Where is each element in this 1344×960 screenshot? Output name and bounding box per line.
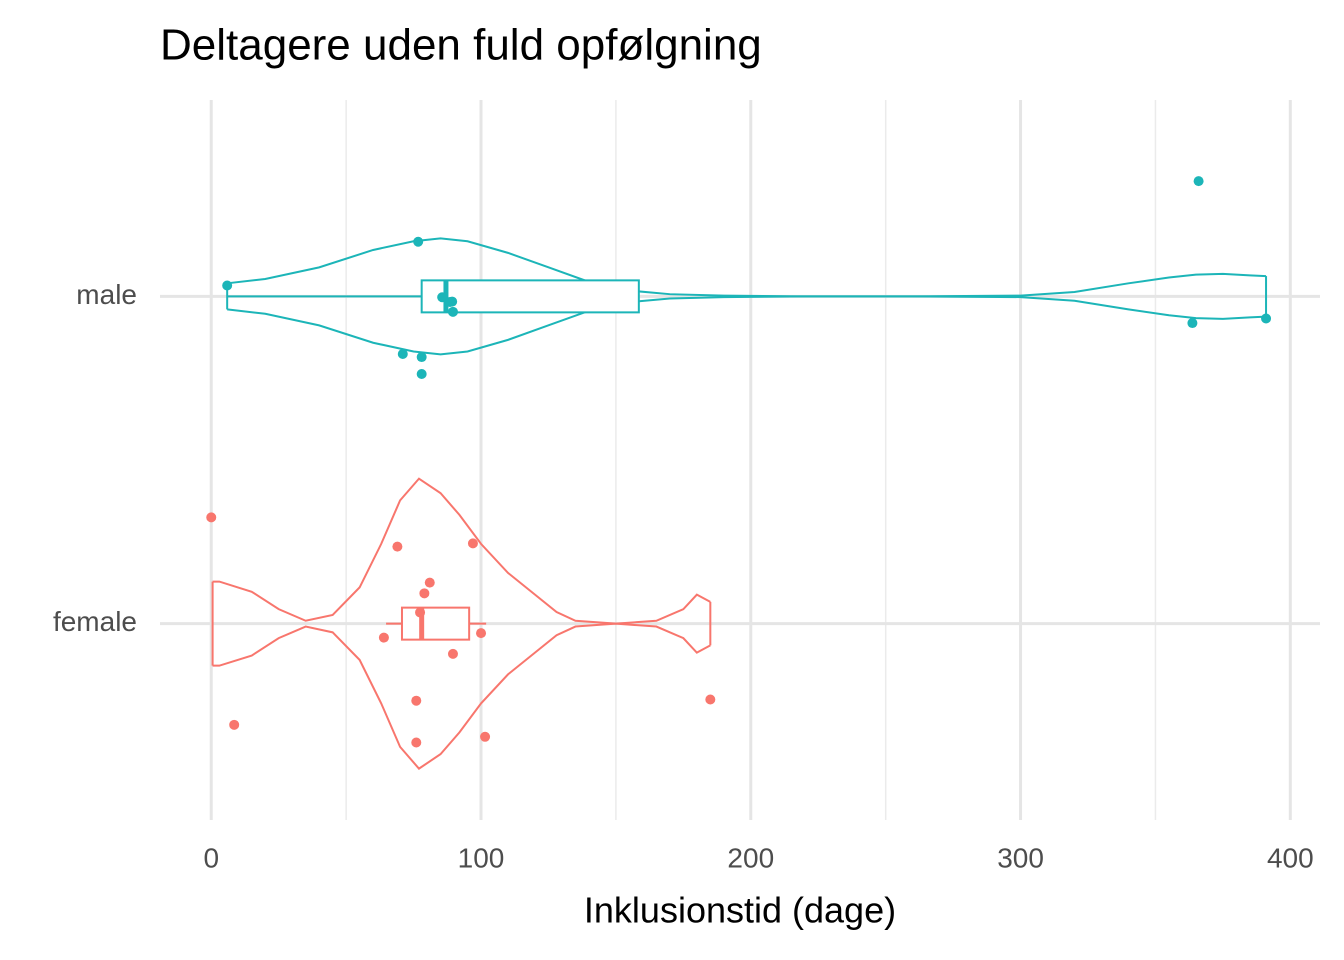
point: [419, 588, 430, 599]
point: [413, 236, 424, 247]
y-tick-label: female: [53, 606, 137, 637]
point: [447, 648, 458, 659]
violin-outline: [227, 295, 1267, 356]
box: [400, 606, 471, 641]
violin-outline: [212, 477, 711, 625]
point: [1193, 176, 1204, 187]
point: [476, 628, 487, 639]
point: [705, 694, 716, 705]
point: [206, 512, 217, 523]
x-tick-label: 200: [727, 842, 774, 873]
violin-outline: [227, 237, 1267, 298]
x-axis-label: Inklusionstid (dage): [584, 890, 896, 931]
point: [480, 731, 491, 742]
point: [424, 577, 435, 588]
point: [467, 538, 478, 549]
point: [416, 352, 427, 363]
point: [447, 306, 458, 317]
point: [1187, 318, 1198, 329]
point: [416, 368, 427, 379]
point: [437, 292, 448, 303]
point: [1261, 313, 1272, 324]
point: [415, 607, 426, 618]
point: [447, 296, 458, 307]
x-tick-label: 0: [203, 842, 219, 873]
box: [420, 279, 640, 314]
point: [229, 719, 240, 730]
x-tick-label: 100: [458, 842, 505, 873]
point: [392, 541, 403, 552]
point: [378, 632, 389, 643]
x-tick-label: 300: [997, 842, 1044, 873]
point: [397, 348, 408, 359]
violin-outline: [212, 622, 711, 770]
point: [222, 280, 233, 291]
y-tick-label: male: [76, 279, 137, 310]
point: [411, 695, 422, 706]
x-tick-label: 400: [1267, 842, 1314, 873]
point: [411, 737, 422, 748]
chart-title: Deltagere uden fuld opfølgning: [160, 21, 762, 70]
